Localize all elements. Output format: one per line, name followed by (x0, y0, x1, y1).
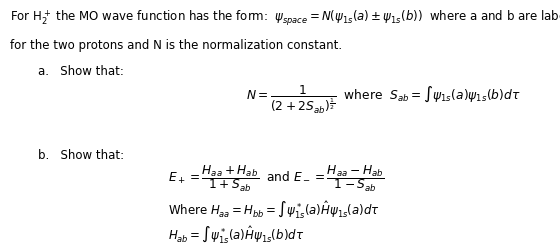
Text: For $\mathrm{H_2^+}$ the MO wave function has the form:  $\psi_{space} = N(\psi_: For $\mathrm{H_2^+}$ the MO wave functio… (10, 9, 560, 28)
Text: a.   Show that:: a. Show that: (38, 65, 124, 78)
Text: Where $H_{aa} = H_{bb} = \int \psi^*_{1s}(a)\hat{H}\psi_{1s}(a)d\tau$: Where $H_{aa} = H_{bb} = \int \psi^*_{1s… (168, 199, 380, 220)
Text: b.   Show that:: b. Show that: (38, 149, 124, 162)
Text: $H_{ab} = \int \psi^*_{1s}(a)\hat{H}\psi_{1s}(b)d\tau$: $H_{ab} = \int \psi^*_{1s}(a)\hat{H}\psi… (168, 224, 304, 245)
Text: $E_+ = \dfrac{H_{aa} + H_{ab}}{1 + S_{ab}}$  and $E_- = \dfrac{H_{aa} - H_{ab}}{: $E_+ = \dfrac{H_{aa} + H_{ab}}{1 + S_{ab… (168, 164, 384, 194)
Text: for the two protons and N is the normalization constant.: for the two protons and N is the normali… (10, 39, 342, 52)
Text: $N = \dfrac{1}{(2+2S_{ab})^{\frac{1}{2}}}$  where  $S_{ab} = \int \psi_{1s}(a)\p: $N = \dfrac{1}{(2+2S_{ab})^{\frac{1}{2}}… (246, 84, 521, 116)
